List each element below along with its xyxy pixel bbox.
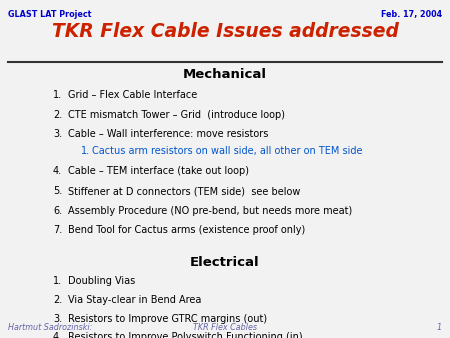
Text: 2.: 2. [53, 295, 62, 305]
Text: Assembly Procedure (NO pre-bend, but needs more meat): Assembly Procedure (NO pre-bend, but nee… [68, 206, 352, 216]
Text: Cactus arm resistors on wall side, all other on TEM side: Cactus arm resistors on wall side, all o… [92, 146, 363, 155]
Text: Via Stay-clear in Bend Area: Via Stay-clear in Bend Area [68, 295, 202, 305]
Text: 1.: 1. [81, 146, 90, 155]
Text: Cable – TEM interface (take out loop): Cable – TEM interface (take out loop) [68, 167, 249, 176]
Text: 4.: 4. [53, 167, 62, 176]
Text: 1: 1 [437, 323, 442, 332]
Text: Doubling Vias: Doubling Vias [68, 276, 135, 287]
Text: TKR Flex Cable Issues addressed: TKR Flex Cable Issues addressed [52, 22, 398, 41]
Text: Resistors to Improve Polyswitch Functioning (in): Resistors to Improve Polyswitch Function… [68, 332, 302, 338]
Text: Electrical: Electrical [190, 257, 260, 269]
Text: Stiffener at D connectors (TEM side)  see below: Stiffener at D connectors (TEM side) see… [68, 186, 301, 196]
Text: Resistors to Improve GTRC margins (out): Resistors to Improve GTRC margins (out) [68, 314, 267, 323]
Text: Feb. 17, 2004: Feb. 17, 2004 [381, 10, 442, 19]
Text: Bend Tool for Cactus arms (existence proof only): Bend Tool for Cactus arms (existence pro… [68, 225, 305, 235]
Text: 6.: 6. [53, 206, 62, 216]
Text: 3.: 3. [53, 129, 62, 139]
Text: 1.: 1. [53, 276, 62, 287]
Text: 7.: 7. [53, 225, 62, 235]
Text: 2.: 2. [53, 110, 62, 120]
Text: CTE mismatch Tower – Grid  (introduce loop): CTE mismatch Tower – Grid (introduce loo… [68, 110, 285, 120]
Text: 1.: 1. [53, 90, 62, 100]
Text: Cable – Wall interference: move resistors: Cable – Wall interference: move resistor… [68, 129, 268, 139]
Text: Grid – Flex Cable Interface: Grid – Flex Cable Interface [68, 90, 197, 100]
Text: TKR Flex Cables: TKR Flex Cables [193, 323, 257, 332]
Text: Mechanical: Mechanical [183, 68, 267, 81]
Text: GLAST LAT Project: GLAST LAT Project [8, 10, 91, 19]
Text: 3.: 3. [53, 314, 62, 323]
Text: 4.: 4. [53, 332, 62, 338]
Text: 5.: 5. [53, 186, 62, 196]
Text: Hartmut Sadrozinski:: Hartmut Sadrozinski: [8, 323, 92, 332]
